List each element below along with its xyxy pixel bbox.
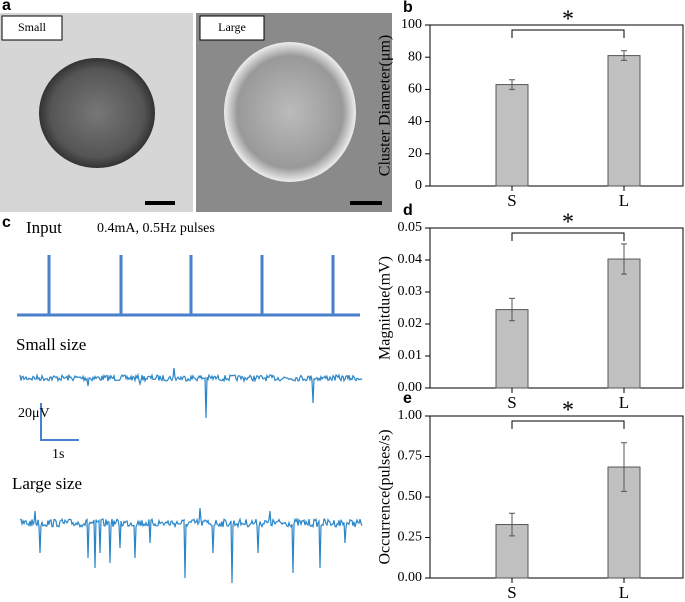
bar — [495, 84, 529, 187]
significance: * — [562, 7, 574, 33]
label-box — [1, 15, 63, 41]
plot-frame — [429, 415, 684, 579]
y-tick-label: 0.00 — [398, 380, 423, 395]
error-bar — [509, 512, 515, 537]
error-bar — [621, 50, 627, 61]
panel-label: d — [403, 202, 413, 219]
error-bar — [509, 297, 515, 322]
error-bar — [621, 243, 627, 275]
cell-cluster — [224, 42, 356, 182]
y-tick-label: 100 — [401, 17, 422, 32]
input-trace — [17, 255, 360, 317]
y-tick-label: 0.00 — [398, 570, 423, 585]
scale-bar — [145, 201, 175, 205]
y-axis-label: Occurrence(pulses/s) — [377, 429, 394, 564]
bar — [607, 258, 641, 389]
y-tick-label: 20 — [408, 146, 422, 161]
y-tick-label: 60 — [408, 82, 422, 97]
x-tick-label: L — [619, 583, 629, 602]
panel-label: a — [2, 0, 11, 14]
y-tick-label: 0.03 — [398, 284, 423, 299]
y-tick-label: 0 — [415, 178, 422, 193]
significance: * — [562, 398, 574, 424]
y-tick-label: 0.02 — [398, 316, 423, 331]
bar — [607, 55, 641, 187]
x-tick-label: L — [619, 393, 629, 412]
scale-label: 20μV — [18, 406, 50, 421]
label-box — [199, 15, 265, 41]
y-tick-label: 40 — [408, 114, 422, 129]
significance: * — [562, 210, 574, 236]
x-tick-label: S — [507, 583, 516, 602]
scale-bar — [350, 201, 382, 205]
y-tick-label: 0.50 — [398, 489, 423, 504]
y-axis-label: Cluster Diameter(μm) — [377, 35, 394, 176]
error-bar — [509, 79, 515, 90]
scale-label: 1s — [52, 447, 64, 462]
plot-frame — [429, 227, 684, 389]
significance-bracket — [511, 29, 625, 38]
recording-trace — [19, 367, 363, 419]
image-label: Large — [218, 20, 246, 34]
image-label: Small — [18, 20, 47, 34]
error-bar — [621, 442, 627, 492]
y-tick-label: 0.75 — [398, 449, 423, 464]
y-tick-label: 0.01 — [398, 348, 423, 363]
plot-frame — [429, 24, 684, 187]
scale-bar — [40, 403, 79, 441]
significance-bracket — [511, 232, 625, 241]
y-tick-label: 80 — [408, 49, 422, 64]
bar — [495, 309, 529, 389]
panel-label: e — [403, 390, 412, 407]
panel-label: b — [403, 0, 413, 16]
recording-trace — [19, 507, 363, 584]
significance-bracket — [511, 420, 625, 429]
trace-title: Small size — [16, 335, 86, 354]
y-tick-label: 0.04 — [398, 252, 423, 267]
y-tick-label: 1.00 — [398, 408, 423, 423]
x-tick-label: S — [507, 191, 516, 210]
x-tick-label: L — [619, 191, 629, 210]
y-axis-label: Magnitdue(mV) — [377, 256, 394, 360]
trace-title: Large size — [12, 474, 82, 493]
panel-label: c — [2, 214, 11, 231]
y-tick-label: 0.05 — [398, 220, 423, 235]
trace-title: Input — [26, 218, 62, 237]
stimulus: 0.4mA, 0.5Hz pulses — [97, 221, 215, 236]
cell-cluster — [39, 58, 155, 168]
x-tick-label: S — [507, 393, 516, 412]
y-tick-label: 0.25 — [398, 530, 423, 545]
